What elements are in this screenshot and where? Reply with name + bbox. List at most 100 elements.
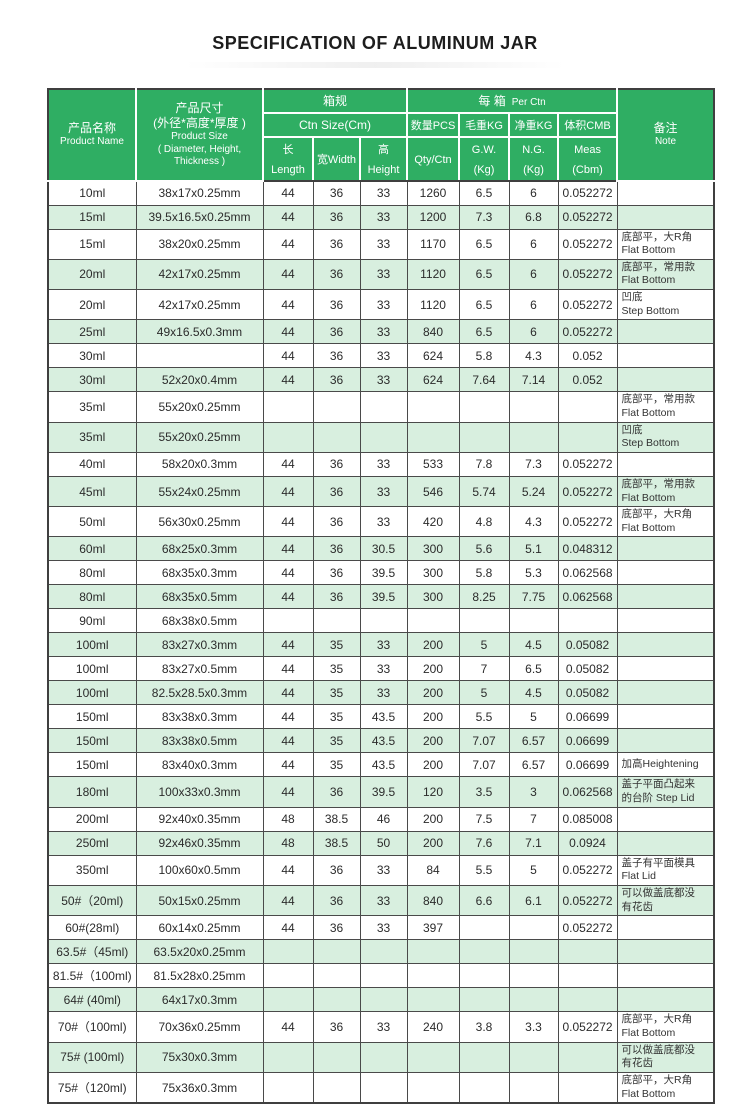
cell-length: 44 bbox=[262, 1011, 314, 1043]
cell-width: 35 bbox=[312, 656, 361, 682]
cell-width: 35 bbox=[312, 728, 361, 754]
note-line: Flat Lid bbox=[621, 870, 656, 883]
cell-net-weight: 5 bbox=[508, 854, 559, 887]
cell-gross-weight: 6.5 bbox=[458, 289, 510, 321]
note-line: Flat Bottom bbox=[621, 274, 676, 287]
cell-product-size: 52x20x0.4mm bbox=[135, 367, 264, 393]
cell-product-name: 180ml bbox=[47, 776, 137, 808]
table-row: 20ml 42x17x0.25mm 44 36 33 1120 6.5 6 0.052272 凹底… bbox=[47, 289, 715, 321]
cell-height: 43.5 bbox=[359, 728, 408, 754]
cell-qty bbox=[406, 987, 460, 1013]
cell-measurement: 0.052272 bbox=[557, 885, 618, 917]
cell-height bbox=[359, 1041, 408, 1073]
cell-gross-weight: 5.74 bbox=[458, 475, 510, 508]
cell-qty: 300 bbox=[406, 560, 460, 586]
cell-product-name: 63.5#（45ml) bbox=[47, 939, 137, 965]
cell-net-weight bbox=[508, 1071, 559, 1104]
cell-width: 36 bbox=[312, 1011, 361, 1043]
cell-width: 36 bbox=[312, 776, 361, 808]
cell-measurement: 0.052272 bbox=[557, 228, 618, 260]
cell-height: 30.5 bbox=[359, 536, 408, 562]
cell-gross-weight bbox=[458, 608, 510, 634]
title-smudge bbox=[185, 62, 565, 68]
cell-note: 底部平，大R角 Flat Bottom bbox=[616, 1011, 715, 1043]
cell-measurement: 0.06699 bbox=[557, 728, 618, 754]
table-row: 90ml 68x38x0.5mm bbox=[47, 608, 715, 634]
cell-product-name: 45ml bbox=[47, 475, 137, 508]
cell-product-size: 42x17x0.25mm bbox=[135, 258, 264, 291]
cell-qty bbox=[406, 1041, 460, 1073]
cell-gross-weight bbox=[458, 963, 510, 989]
cell-width bbox=[312, 1041, 361, 1073]
cell-height bbox=[359, 987, 408, 1013]
cell-length: 44 bbox=[262, 656, 314, 682]
cell-gross-weight: 5.8 bbox=[458, 560, 510, 586]
cell-net-weight: 7 bbox=[508, 806, 559, 832]
cell-width: 36 bbox=[312, 854, 361, 887]
cell-qty: 420 bbox=[406, 506, 460, 538]
cell-product-name: 35ml bbox=[47, 391, 137, 423]
cell-measurement bbox=[557, 1041, 618, 1073]
cell-measurement bbox=[557, 963, 618, 989]
cell-height: 33 bbox=[359, 228, 408, 260]
cell-gross-weight: 5 bbox=[458, 632, 510, 658]
cell-product-name: 150ml bbox=[47, 704, 137, 730]
cell-product-size: 39.5x16.5x0.25mm bbox=[135, 204, 264, 230]
cell-measurement bbox=[557, 939, 618, 965]
cell-gross-weight bbox=[458, 421, 510, 453]
cell-net-weight: 7.3 bbox=[508, 451, 559, 477]
cell-note bbox=[616, 367, 715, 393]
cell-product-size: 83x38x0.5mm bbox=[135, 728, 264, 754]
table-row: 80ml 68x35x0.5mm 44 36 39.5 300 8.25 7.75 0.0625… bbox=[47, 584, 715, 610]
col-header-net-weight-zh: 净重KG bbox=[508, 112, 560, 138]
note-line: 底部平，大R角 bbox=[621, 230, 693, 243]
cell-gross-weight: 7.64 bbox=[458, 367, 510, 393]
note-line: 有花齿 bbox=[621, 1057, 654, 1070]
cell-product-size: 68x38x0.5mm bbox=[135, 608, 264, 634]
cell-note: 底部平，大R角 Flat Bottom bbox=[616, 228, 715, 260]
table-row: 10ml 38x17x0.25mm 44 36 33 1260 6.5 6 0.052272 bbox=[47, 180, 715, 206]
note-line: 有花齿 bbox=[621, 900, 654, 913]
col-header-gross-weight-zh: 毛重KG bbox=[458, 112, 511, 138]
cell-length: 44 bbox=[262, 228, 314, 260]
cell-note bbox=[616, 939, 715, 965]
note-line: 底部平，常用款 bbox=[621, 393, 696, 406]
cell-length: 44 bbox=[262, 885, 314, 917]
cell-height: 33 bbox=[359, 289, 408, 321]
cell-note bbox=[616, 451, 715, 477]
cell-note bbox=[616, 319, 715, 345]
cell-length bbox=[262, 421, 314, 453]
col-header-qty-zh: 数量PCS bbox=[406, 112, 461, 138]
cell-width: 35 bbox=[312, 752, 361, 778]
cell-net-weight bbox=[508, 391, 559, 423]
cell-gross-weight: 6.5 bbox=[458, 180, 510, 206]
cell-net-weight: 6 bbox=[508, 319, 559, 345]
cell-qty bbox=[406, 939, 460, 965]
cell-product-size: 92x46x0.35mm bbox=[135, 830, 264, 856]
cell-gross-weight bbox=[458, 1071, 510, 1104]
cell-measurement: 0.052272 bbox=[557, 506, 618, 538]
col-header-measurement-zh: 体积CMB bbox=[557, 112, 619, 138]
cell-product-name: 15ml bbox=[47, 228, 137, 260]
col-header-carton-size: Ctn Size(Cm) bbox=[261, 112, 409, 138]
cell-length: 44 bbox=[262, 854, 314, 887]
cell-gross-weight: 5.8 bbox=[458, 343, 510, 369]
cell-gross-weight: 6.5 bbox=[458, 258, 510, 291]
cell-measurement: 0.052 bbox=[557, 367, 618, 393]
cell-measurement: 0.085008 bbox=[557, 806, 618, 832]
cell-product-size: 83x38x0.3mm bbox=[135, 704, 264, 730]
cell-measurement bbox=[557, 421, 618, 453]
cell-length: 44 bbox=[262, 367, 314, 393]
cell-length: 44 bbox=[262, 752, 314, 778]
cell-height: 33 bbox=[359, 632, 408, 658]
cell-product-size: 82.5x28.5x0.3mm bbox=[135, 680, 264, 706]
cell-qty: 200 bbox=[406, 806, 460, 832]
cell-product-name: 100ml bbox=[47, 680, 137, 706]
cell-height bbox=[359, 421, 408, 453]
cell-height: 33 bbox=[359, 367, 408, 393]
cell-width: 36 bbox=[312, 475, 361, 508]
cell-net-weight: 6 bbox=[508, 258, 559, 291]
note-line: 凹底 bbox=[621, 423, 643, 436]
table-row: 150ml 83x40x0.3mm 44 35 43.5 200 7.07 6.57 0.066… bbox=[47, 752, 715, 778]
cell-length: 44 bbox=[262, 915, 314, 941]
